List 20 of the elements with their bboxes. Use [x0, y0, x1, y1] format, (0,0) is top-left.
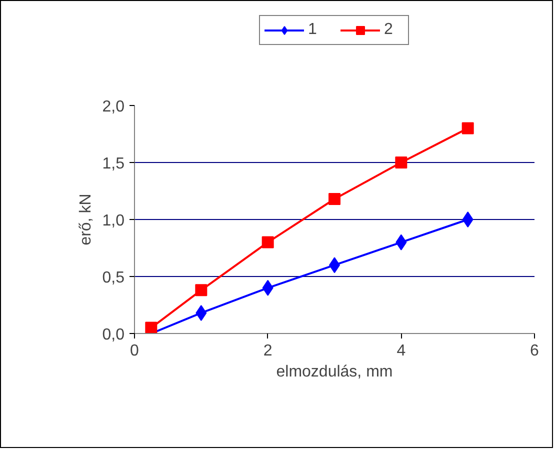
- y-tick-label: 1,0: [102, 212, 125, 230]
- point: [195, 284, 208, 296]
- point: [262, 236, 274, 248]
- y-tick-label: 2,0: [102, 98, 125, 116]
- x-tick-label: 2: [263, 342, 272, 360]
- point: [328, 192, 340, 205]
- y-axis-title: erő, kN: [77, 194, 94, 246]
- y-tick-label: 1,5: [102, 156, 125, 172]
- x-axis-title: elmozdulás, mm: [276, 364, 393, 380]
- legend-label: 1: [308, 21, 318, 39]
- x-tick-label: 4: [396, 342, 406, 360]
- y-tick-label: 0,5: [102, 270, 125, 286]
- x-tick-label: 0: [130, 342, 140, 360]
- point: [462, 122, 474, 134]
- point: [462, 212, 474, 228]
- legend-label: 2: [384, 21, 394, 39]
- point: [395, 156, 408, 168]
- y-tick-label: 0,0: [102, 326, 125, 344]
- point: [145, 322, 158, 334]
- x-tick-label: 6: [530, 342, 540, 360]
